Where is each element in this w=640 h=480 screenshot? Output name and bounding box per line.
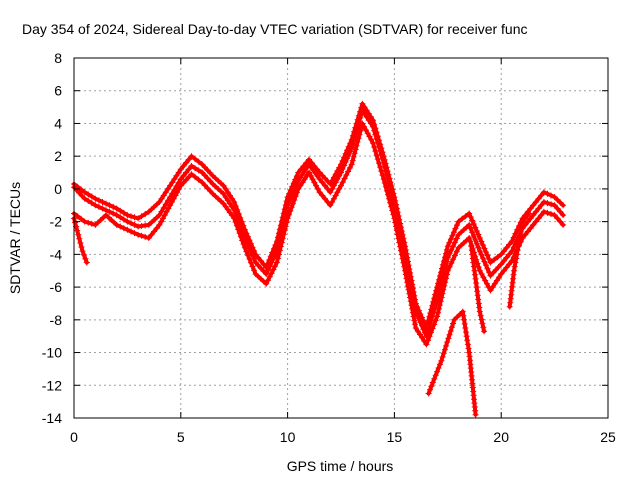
- y-tick-label: 4: [54, 115, 62, 131]
- series-markers: [71, 120, 567, 348]
- chart-title: Day 354 of 2024, Sidereal Day-to-day VTE…: [22, 21, 528, 37]
- series-rise-late: [506, 210, 532, 310]
- y-axis-label: SDTVAR / TECUs: [7, 182, 23, 294]
- series-dip-late: [425, 308, 479, 418]
- series-pass-1: [71, 100, 567, 331]
- series-tail-late: [468, 243, 488, 335]
- x-tick-label: 0: [70, 429, 78, 445]
- plot-frame: [73, 57, 609, 419]
- series-markers: [425, 308, 479, 418]
- x-axis-label: GPS time / hours: [287, 458, 394, 474]
- x-tick-label: 25: [600, 429, 616, 445]
- y-tick-label: 0: [54, 181, 62, 197]
- y-tick-label: -12: [42, 377, 62, 393]
- y-tick-label: -6: [50, 279, 63, 295]
- x-tick-label: 20: [493, 429, 509, 445]
- series-markers: [506, 210, 532, 310]
- y-tick-label: -8: [50, 312, 63, 328]
- ticks: 0 5 10 15 20 25 -14 -12 -10 -8 -6 -4 -2 0 2 4 6 8: [42, 50, 616, 445]
- grid: [74, 58, 608, 418]
- series-markers: [71, 100, 567, 331]
- x-tick-label: 5: [177, 429, 185, 445]
- y-tick-label: 2: [54, 148, 62, 164]
- series-pass-3: [71, 120, 567, 348]
- series-pass-2: [71, 107, 567, 340]
- y-tick-label: 8: [54, 50, 62, 66]
- x-tick-label: 15: [387, 429, 403, 445]
- series-line: [72, 101, 566, 330]
- x-tick-label: 10: [280, 429, 296, 445]
- y-tick-label: -4: [50, 246, 63, 262]
- series-line: [72, 108, 566, 339]
- y-tick-label: -2: [50, 214, 63, 230]
- y-tick-label: 6: [54, 83, 62, 99]
- y-tick-label: -10: [42, 345, 62, 361]
- series-markers: [71, 107, 567, 340]
- y-tick-label: -14: [42, 410, 62, 426]
- series-markers: [468, 243, 488, 335]
- series-layer: [71, 100, 567, 418]
